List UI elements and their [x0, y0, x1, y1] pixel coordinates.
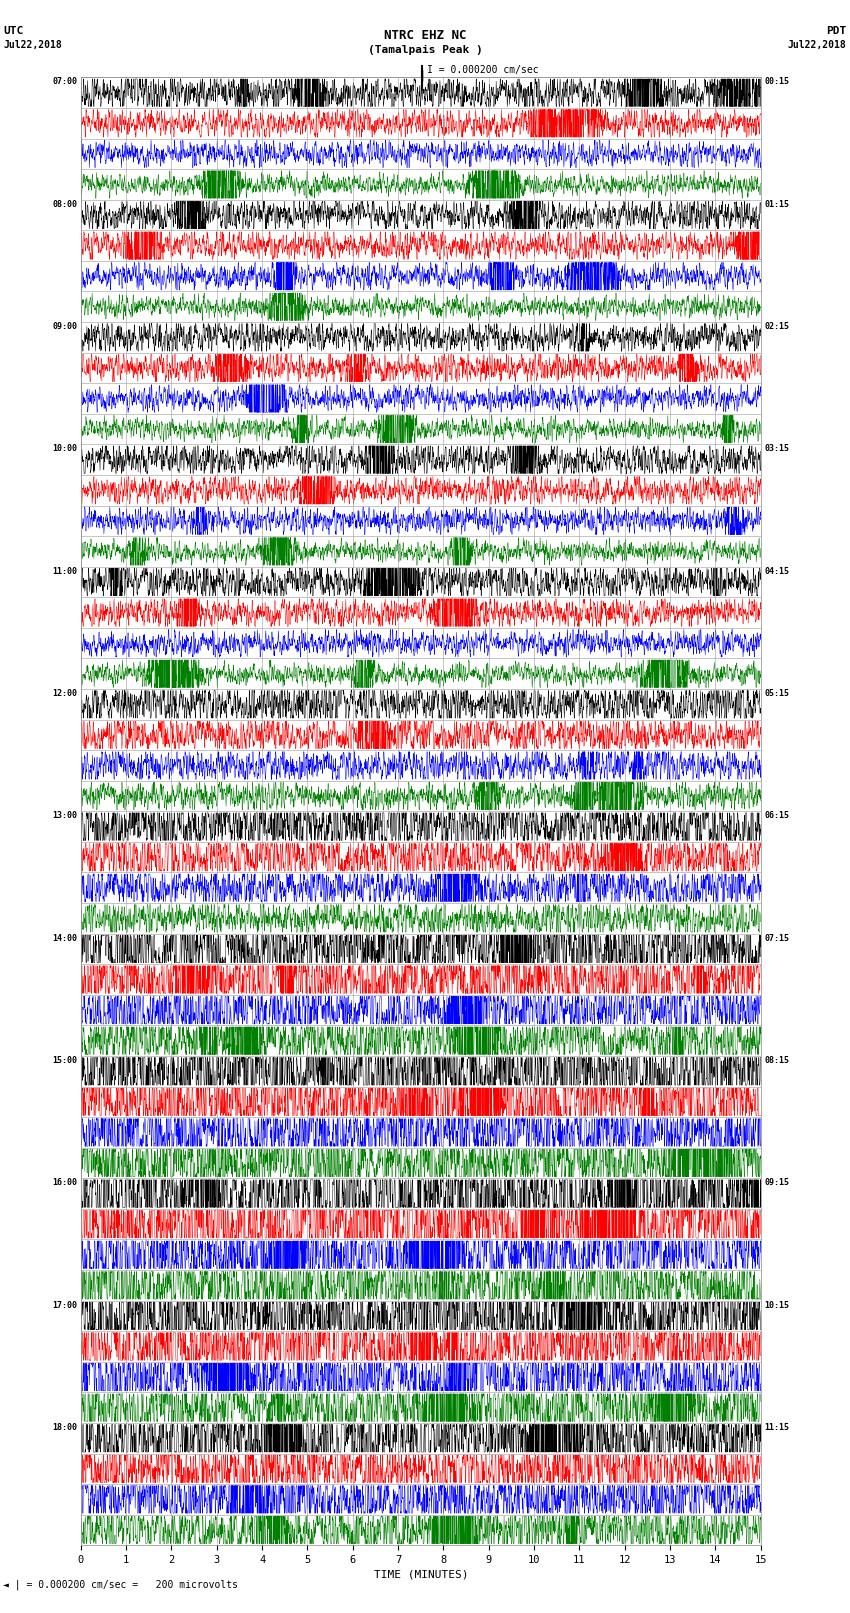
Text: 15:00: 15:00: [53, 1057, 77, 1065]
Text: 00:15: 00:15: [764, 77, 789, 87]
Text: 03:15: 03:15: [764, 445, 789, 453]
Text: 02:15: 02:15: [764, 323, 789, 331]
Text: 09:00: 09:00: [53, 323, 77, 331]
Text: 01:15: 01:15: [764, 200, 789, 208]
Text: Jul22,2018: Jul22,2018: [3, 40, 62, 50]
Text: 09:15: 09:15: [764, 1177, 789, 1187]
Text: Jul22,2018: Jul22,2018: [788, 40, 847, 50]
Text: 10:00: 10:00: [53, 445, 77, 453]
Text: 13:00: 13:00: [53, 811, 77, 821]
Text: NTRC EHZ NC: NTRC EHZ NC: [383, 29, 467, 42]
Text: 05:15: 05:15: [764, 689, 789, 698]
Text: 07:15: 07:15: [764, 934, 789, 942]
Text: 08:00: 08:00: [53, 200, 77, 208]
Text: ◄ | = 0.000200 cm/sec =   200 microvolts: ◄ | = 0.000200 cm/sec = 200 microvolts: [3, 1579, 238, 1590]
Text: UTC: UTC: [3, 26, 24, 35]
Text: (Tamalpais Peak ): (Tamalpais Peak ): [367, 45, 483, 55]
Text: 04:15: 04:15: [764, 566, 789, 576]
Text: 18:00: 18:00: [53, 1423, 77, 1432]
Text: 07:00: 07:00: [53, 77, 77, 87]
Text: 11:00: 11:00: [53, 566, 77, 576]
X-axis label: TIME (MINUTES): TIME (MINUTES): [373, 1569, 468, 1579]
Text: 12:00: 12:00: [53, 689, 77, 698]
Text: 16:00: 16:00: [53, 1177, 77, 1187]
Text: 10:15: 10:15: [764, 1300, 789, 1310]
Text: 06:15: 06:15: [764, 811, 789, 821]
Text: 11:15: 11:15: [764, 1423, 789, 1432]
Text: I = 0.000200 cm/sec: I = 0.000200 cm/sec: [427, 65, 538, 74]
Text: PDT: PDT: [826, 26, 847, 35]
Text: 14:00: 14:00: [53, 934, 77, 942]
Text: 17:00: 17:00: [53, 1300, 77, 1310]
Text: 08:15: 08:15: [764, 1057, 789, 1065]
